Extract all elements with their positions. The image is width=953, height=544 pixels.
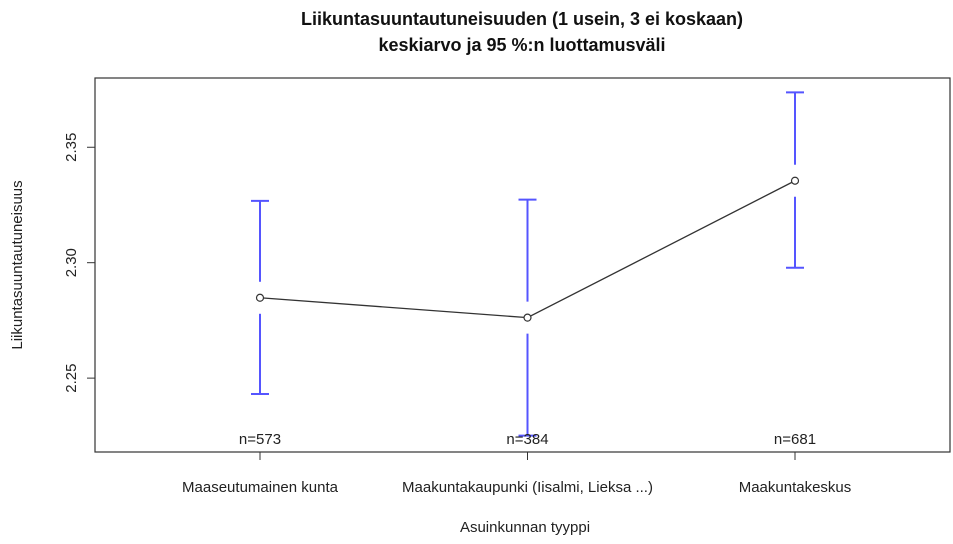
n-label: n=573: [239, 431, 281, 448]
chart-title: Liikuntasuuntautuneisuuden (1 usein, 3 e…: [301, 9, 743, 29]
x-tick-label: Maaseutumainen kunta: [182, 479, 339, 496]
n-label: n=384: [506, 431, 548, 448]
y-axis-label: Liikuntasuuntautuneisuus: [9, 180, 26, 349]
y-tick-label: 2.35: [63, 133, 80, 162]
mean-point: [255, 293, 265, 302]
x-tick-label: Maakuntakeskus: [739, 479, 852, 496]
y-tick-label: 2.30: [63, 248, 80, 277]
chart-subtitle: keskiarvo ja 95 %:n luottamusväli: [378, 35, 665, 55]
mean-point: [523, 313, 532, 322]
x-tick-label: Maakuntakaupunki (Iisalmi, Lieksa ...): [402, 479, 653, 496]
n-label: n=681: [774, 431, 816, 448]
mean-point: [790, 176, 800, 185]
x-axis-label: Asuinkunnan tyyppi: [460, 519, 590, 536]
plot-frame: [94, 77, 951, 453]
y-tick-label: 2.25: [63, 364, 80, 393]
